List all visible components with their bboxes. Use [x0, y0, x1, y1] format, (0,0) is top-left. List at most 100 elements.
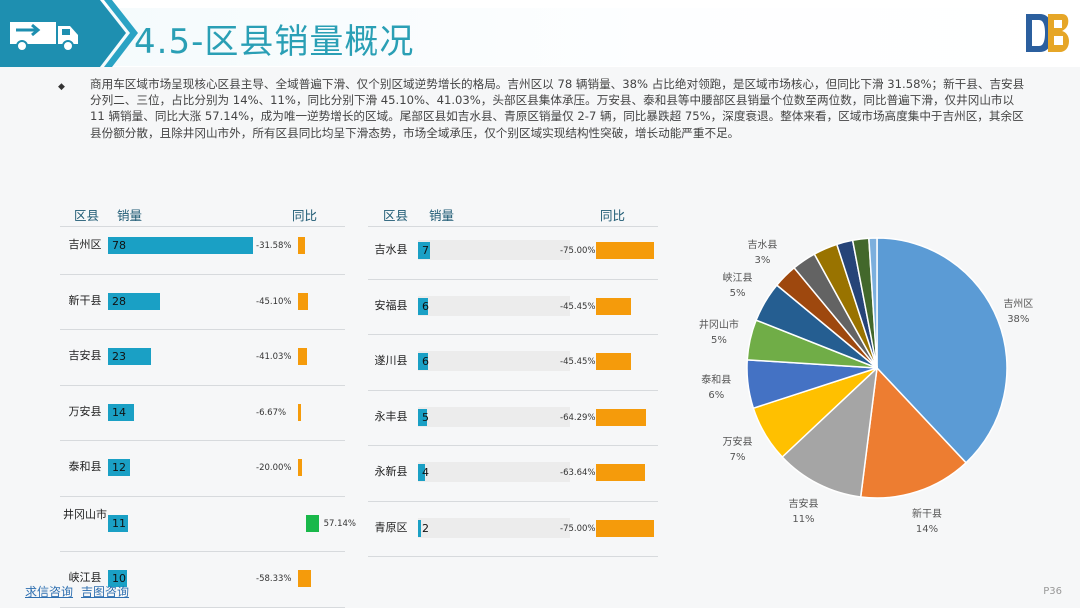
pie-label: 新干县 14% [897, 507, 957, 537]
table-row-rule [368, 500, 658, 502]
sales-bar [418, 464, 425, 481]
yoy-bar-decline [596, 353, 631, 370]
table-1-header-1: 销量 [117, 208, 143, 223]
pie-slice [876, 237, 1008, 464]
yoy-label: -20.00% [256, 463, 292, 473]
sales-bar [108, 348, 151, 365]
table-1-header-rule [60, 226, 345, 227]
pie-label-name: 峡江县 [722, 272, 753, 284]
table-row-name: 泰和县 [68, 460, 102, 473]
sales-bar [108, 514, 129, 532]
pie-label: 吉安县 11% [773, 497, 833, 527]
sales-value: 2 [422, 521, 429, 535]
table-row-name: 峡江县 [68, 571, 102, 584]
brand-logo-icon [1026, 14, 1069, 52]
header-band [0, 8, 1080, 66]
sales-bar [108, 570, 127, 587]
sales-bar [108, 292, 161, 310]
yoy-label: -45.45% [560, 357, 596, 367]
sales-value: 11 [112, 516, 126, 530]
table-row-background [418, 462, 570, 482]
yoy-bar-decline [596, 464, 645, 481]
table-row-rule [60, 495, 345, 497]
table-row-background [418, 240, 570, 260]
sales-bar [418, 353, 429, 370]
table-row-rule [368, 556, 658, 557]
pie-label-name: 新干县 [912, 509, 943, 521]
yoy-bar-decline [596, 408, 646, 426]
yoy-bar-decline [298, 459, 303, 476]
page-title: 4.5-区县销量概况 [134, 22, 415, 62]
table-row-name: 安福县 [374, 298, 408, 312]
table-row-name: 井冈山市 [63, 507, 107, 521]
sales-value: 12 [112, 461, 126, 474]
table-row-rule [60, 273, 345, 275]
pie-label: 井冈山市 5% [689, 318, 749, 348]
table-row-rule [60, 551, 345, 552]
table-row-name: 遂川县 [374, 354, 408, 367]
sales-value: 23 [112, 350, 126, 363]
table-row-name: 永新县 [374, 465, 408, 478]
pie-label-name: 万安县 [722, 437, 753, 449]
table-row-name: 青原区 [374, 520, 408, 534]
footer-link-qiuxin[interactable]: 求信咨询 [25, 585, 74, 599]
pie-label-name: 吉安县 [788, 499, 819, 511]
sales-value: 5 [422, 410, 429, 424]
yoy-label: -31.58% [256, 241, 292, 251]
footer-link-jitu[interactable]: 吉图咨询 [81, 585, 130, 599]
table-row-background [418, 351, 570, 371]
sales-value: 10 [112, 572, 126, 585]
yoy-label: -58.33% [256, 574, 292, 584]
summary-text: 商用车区域市场呈现核心区县主导、全域普遍下滑、仅个别区域逆势增长的格局。吉州区以… [90, 77, 1025, 140]
sales-bar [108, 403, 135, 421]
page-number: P36 [1043, 586, 1062, 597]
pie-label-value: 38% [1007, 314, 1030, 326]
yoy-bar-decline [298, 570, 311, 587]
table-2-header-rule [368, 226, 658, 227]
table-row-rule [368, 278, 658, 280]
sales-value: 6 [422, 355, 429, 368]
sales-bar [108, 237, 253, 254]
yoy-label: -45.10% [256, 296, 292, 307]
yoy-bar-decline [298, 292, 308, 310]
yoy-label: -75.00% [560, 523, 596, 534]
pie-slice [868, 237, 878, 369]
pie-label-name: 吉州区 [1003, 299, 1034, 311]
yoy-bar-decline [596, 242, 654, 259]
yoy-label: 57.14% [323, 518, 356, 529]
sales-value: 6 [422, 299, 429, 313]
pie-label-name: 井冈山市 [698, 319, 739, 331]
table-row-rule [368, 334, 658, 335]
yoy-bar-decline [298, 237, 305, 254]
yoy-label: -75.00% [560, 246, 596, 256]
table-row-name: 万安县 [68, 404, 102, 418]
yoy-label: -63.64% [560, 468, 596, 478]
pie-label-name: 泰和县 [701, 375, 732, 387]
pie-label: 吉水县 3% [732, 238, 792, 268]
truck-logo-icon [0, 0, 138, 67]
pie-slice [781, 366, 879, 498]
pie-label: 峡江县 5% [708, 271, 768, 301]
sales-bar [108, 459, 131, 476]
table-2-header-0: 区县 [383, 208, 409, 223]
sales-value: 7 [422, 244, 429, 257]
yoy-bar-decline [298, 403, 301, 421]
table-row-rule [368, 389, 658, 391]
table-row-name: 吉水县 [374, 243, 408, 256]
sales-bar [418, 519, 422, 537]
pie-slice [859, 366, 968, 499]
sales-value: 28 [112, 294, 126, 308]
yoy-bar-decline [596, 297, 631, 315]
pie-label-value: 7% [729, 452, 746, 464]
pie-label-value: 11% [792, 514, 815, 526]
sales-bar [418, 242, 430, 259]
table-row-name: 吉安县 [68, 349, 102, 362]
table-row-name: 新干县 [68, 293, 102, 307]
pie-label-name: 吉水县 [747, 240, 778, 252]
table-2-header-2: 同比 [600, 208, 626, 223]
share-pie-chart [746, 237, 1008, 499]
yoy-label: -64.29% [560, 412, 596, 423]
table-row-rule [60, 384, 345, 386]
pie-label-value: 5% [729, 287, 746, 299]
yoy-label: -41.03% [256, 352, 292, 362]
